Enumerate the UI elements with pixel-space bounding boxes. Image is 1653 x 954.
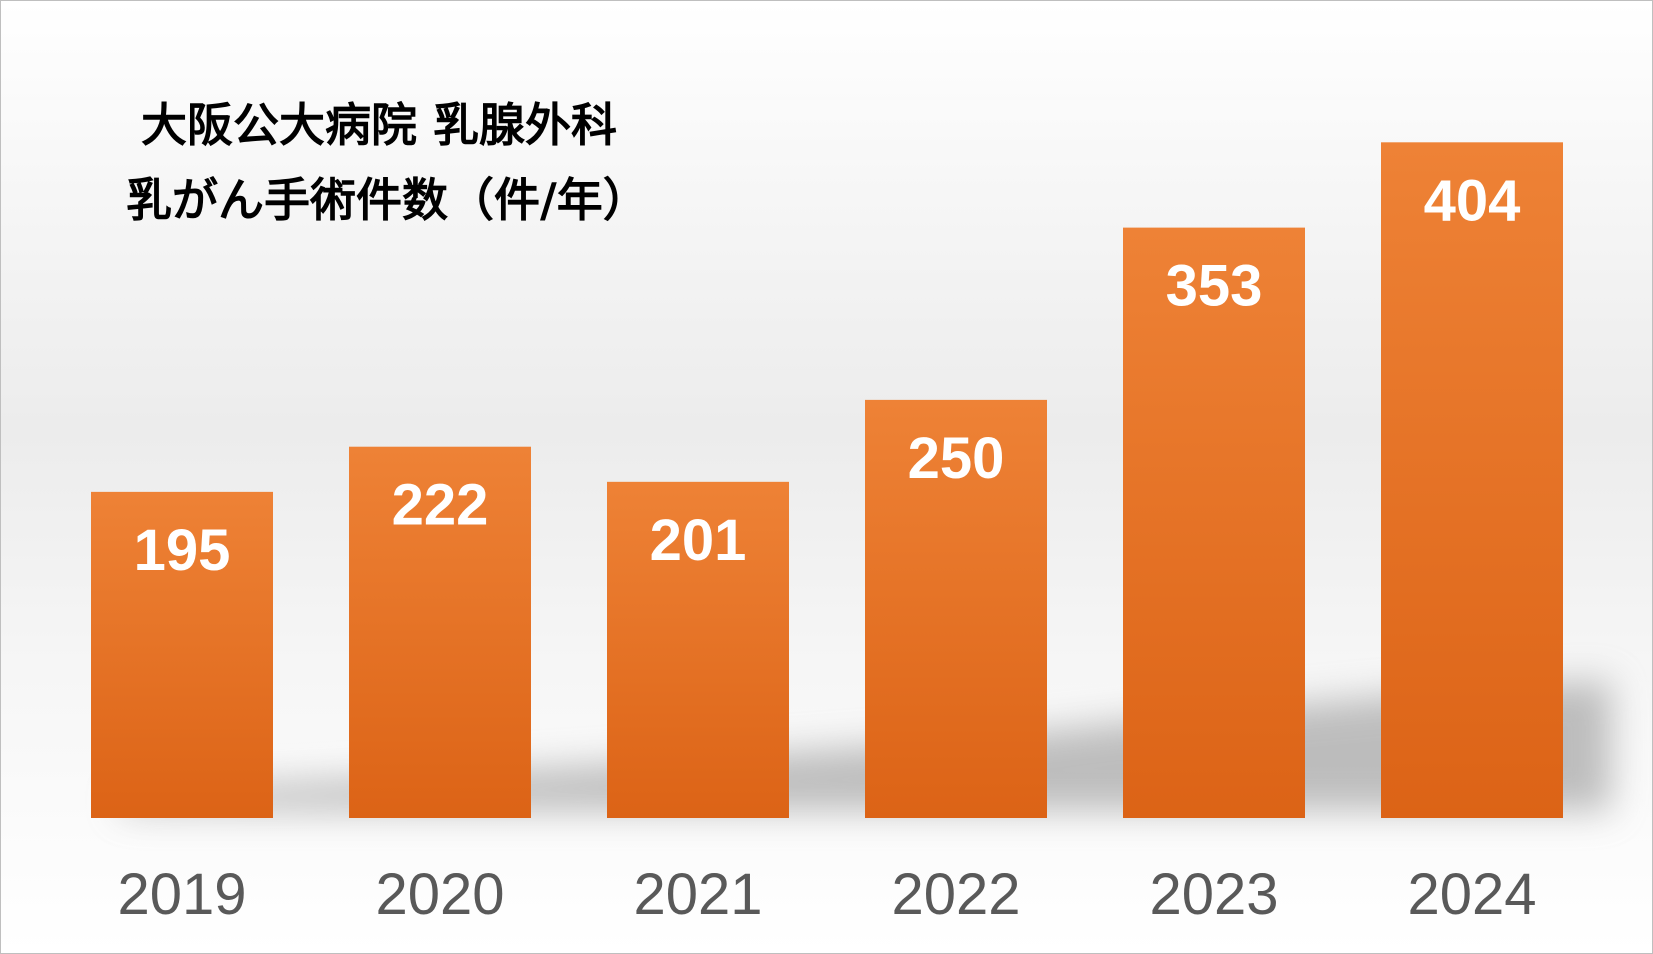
chart-title-line-2: 乳がん手術件数（件/年） — [126, 173, 649, 227]
data-label-2024: 404 — [1424, 168, 1521, 233]
data-label-2020: 222 — [392, 473, 489, 538]
bar-2021 — [607, 481, 789, 818]
bar-2024 — [1381, 142, 1563, 818]
data-labels: 195 222 201 250 353 404 — [134, 168, 1521, 583]
x-axis-tick-labels: 2019 2020 2021 2022 2023 2024 — [117, 862, 1536, 927]
x-tick-label-2023: 2023 — [1149, 862, 1278, 927]
data-label-2021: 201 — [650, 508, 747, 573]
data-label-2019: 195 — [134, 518, 231, 583]
data-label-2022: 250 — [908, 426, 1005, 491]
bar-2022 — [865, 399, 1047, 818]
data-label-2023: 353 — [1166, 254, 1263, 319]
x-tick-label-2020: 2020 — [375, 862, 504, 927]
bar-2023 — [1123, 227, 1305, 819]
x-tick-label-2021: 2021 — [633, 862, 762, 927]
x-tick-label-2024: 2024 — [1407, 862, 1536, 927]
x-tick-label-2019: 2019 — [117, 862, 246, 927]
x-tick-label-2022: 2022 — [891, 862, 1020, 927]
chart-title-line-1: 大阪公大病院 乳腺外科 — [141, 98, 617, 152]
bars — [91, 142, 1563, 819]
bar-2020 — [349, 446, 531, 818]
chart-title: 大阪公大病院 乳腺外科 乳がん手術件数（件/年） — [126, 98, 649, 227]
bar-2019 — [91, 491, 273, 818]
